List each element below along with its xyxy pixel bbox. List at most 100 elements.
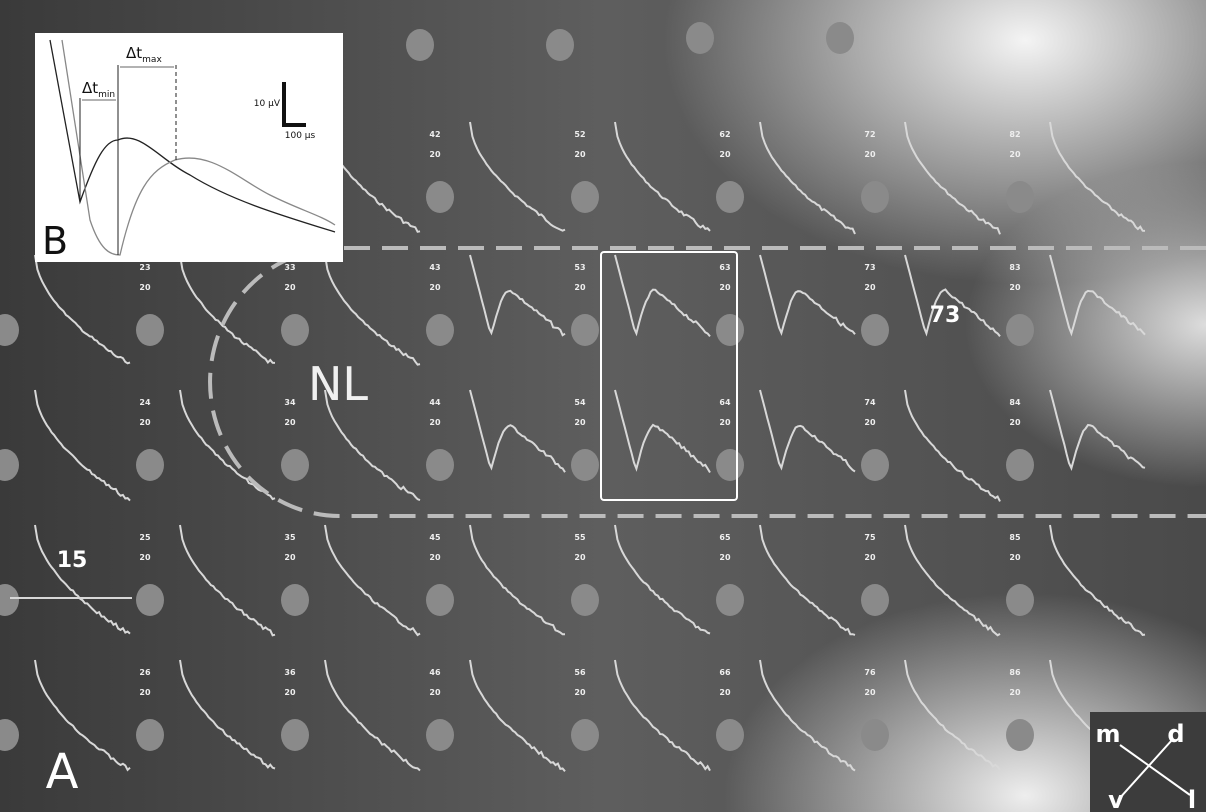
electrode-label: 43 <box>429 263 440 272</box>
electrode-label: 20 <box>574 418 586 427</box>
electrode-label: 65 <box>719 533 731 542</box>
electrode-label: 35 <box>284 533 296 542</box>
electrode-label: 20 <box>864 553 876 562</box>
inset-box <box>35 33 343 262</box>
electrode <box>406 29 434 61</box>
electrode-label: 20 <box>719 283 731 292</box>
electrode-label: 84 <box>1009 398 1021 407</box>
key-letter: l <box>1188 786 1196 812</box>
panel-label: A <box>46 744 79 800</box>
electrode-label: 45 <box>429 533 441 542</box>
electrode-label: 20 <box>864 418 876 427</box>
electrode-label: 23 <box>139 263 150 272</box>
electrode <box>571 719 599 751</box>
inset-b: Δtmin Δtmax 10 µV 100 µs B <box>35 33 343 263</box>
electrode-label: 83 <box>1009 263 1020 272</box>
scale-y-label: 10 µV <box>254 99 281 109</box>
orientation-key: m d v l <box>1090 712 1206 812</box>
callout: 73 <box>930 303 961 328</box>
electrode-label: 26 <box>139 668 151 677</box>
electrode-label: 20 <box>719 688 731 697</box>
electrode-label: 20 <box>1009 688 1021 697</box>
electrode <box>1006 449 1034 481</box>
electrode-label: 44 <box>429 398 441 407</box>
electrode-label: 20 <box>284 418 296 427</box>
electrode <box>571 314 599 346</box>
electrode <box>716 449 744 481</box>
electrode-label: 20 <box>574 688 586 697</box>
electrode-label: 20 <box>139 688 151 697</box>
electrode-label: 20 <box>864 150 876 159</box>
electrode-label: 20 <box>429 150 441 159</box>
electrode-label: 20 <box>864 283 876 292</box>
electrode-label: 20 <box>574 553 586 562</box>
electrode <box>716 584 744 616</box>
electrode-label: 55 <box>574 533 586 542</box>
electrode-label: 20 <box>1009 150 1021 159</box>
electrode <box>281 314 309 346</box>
electrode <box>281 449 309 481</box>
key-letter: m <box>1095 720 1120 748</box>
electrode <box>546 29 574 61</box>
electrode-label: 64 <box>719 398 731 407</box>
electrode-label: 20 <box>429 283 441 292</box>
electrode <box>861 584 889 616</box>
electrode <box>426 181 454 213</box>
electrode-label: 72 <box>864 130 875 139</box>
electrode-label: 20 <box>719 553 731 562</box>
electrode <box>136 314 164 346</box>
electrode <box>136 719 164 751</box>
electrode-label: 24 <box>139 398 151 407</box>
electrode-label: 46 <box>429 668 441 677</box>
electrode <box>136 449 164 481</box>
electrode <box>1006 181 1034 213</box>
electrode <box>136 584 164 616</box>
electrode <box>686 22 714 54</box>
electrode-label: 42 <box>429 130 440 139</box>
dt-symbol: Δt <box>126 44 142 62</box>
electrode-label: 20 <box>429 418 441 427</box>
electrode <box>281 584 309 616</box>
electrode <box>1006 314 1034 346</box>
key-letter: v <box>1108 786 1124 812</box>
figure: 4220522062207220822023203320432053206320… <box>0 0 1206 812</box>
electrode <box>716 314 744 346</box>
electrode-label: 86 <box>1009 668 1021 677</box>
dt-sub: max <box>142 55 162 65</box>
electrode-label: 82 <box>1009 130 1020 139</box>
electrode <box>426 314 454 346</box>
electrode-label: 66 <box>719 668 731 677</box>
electrode-label: 20 <box>284 283 296 292</box>
electrode <box>861 314 889 346</box>
electrode-label: 56 <box>574 668 586 677</box>
panel-label: B <box>42 219 68 263</box>
electrode-label: 62 <box>719 130 730 139</box>
electrode <box>1006 719 1034 751</box>
electrode-label: 25 <box>139 533 151 542</box>
electrode-label: 33 <box>284 263 295 272</box>
electrode-label: 63 <box>719 263 730 272</box>
electrode-label: 75 <box>864 533 876 542</box>
electrode-label: 20 <box>284 553 296 562</box>
electrode-label: 76 <box>864 668 876 677</box>
electrode-label: 34 <box>284 398 296 407</box>
electrode-label: 20 <box>574 150 586 159</box>
electrode <box>861 181 889 213</box>
electrode <box>571 449 599 481</box>
electrode <box>716 181 744 213</box>
electrode <box>861 719 889 751</box>
electrode-label: 20 <box>719 418 731 427</box>
electrode-label: 73 <box>864 263 875 272</box>
dt-sub: min <box>98 90 115 100</box>
electrode <box>861 449 889 481</box>
electrode-label: 20 <box>864 688 876 697</box>
scale-x-label: 100 µs <box>285 131 316 141</box>
electrode-label: 20 <box>429 688 441 697</box>
electrode <box>426 584 454 616</box>
electrode-label: 20 <box>574 283 586 292</box>
electrode <box>571 181 599 213</box>
callout: 15 <box>57 548 88 573</box>
region-label: NL <box>308 357 368 411</box>
electrode-label: 20 <box>139 418 151 427</box>
electrode-label: 53 <box>574 263 585 272</box>
